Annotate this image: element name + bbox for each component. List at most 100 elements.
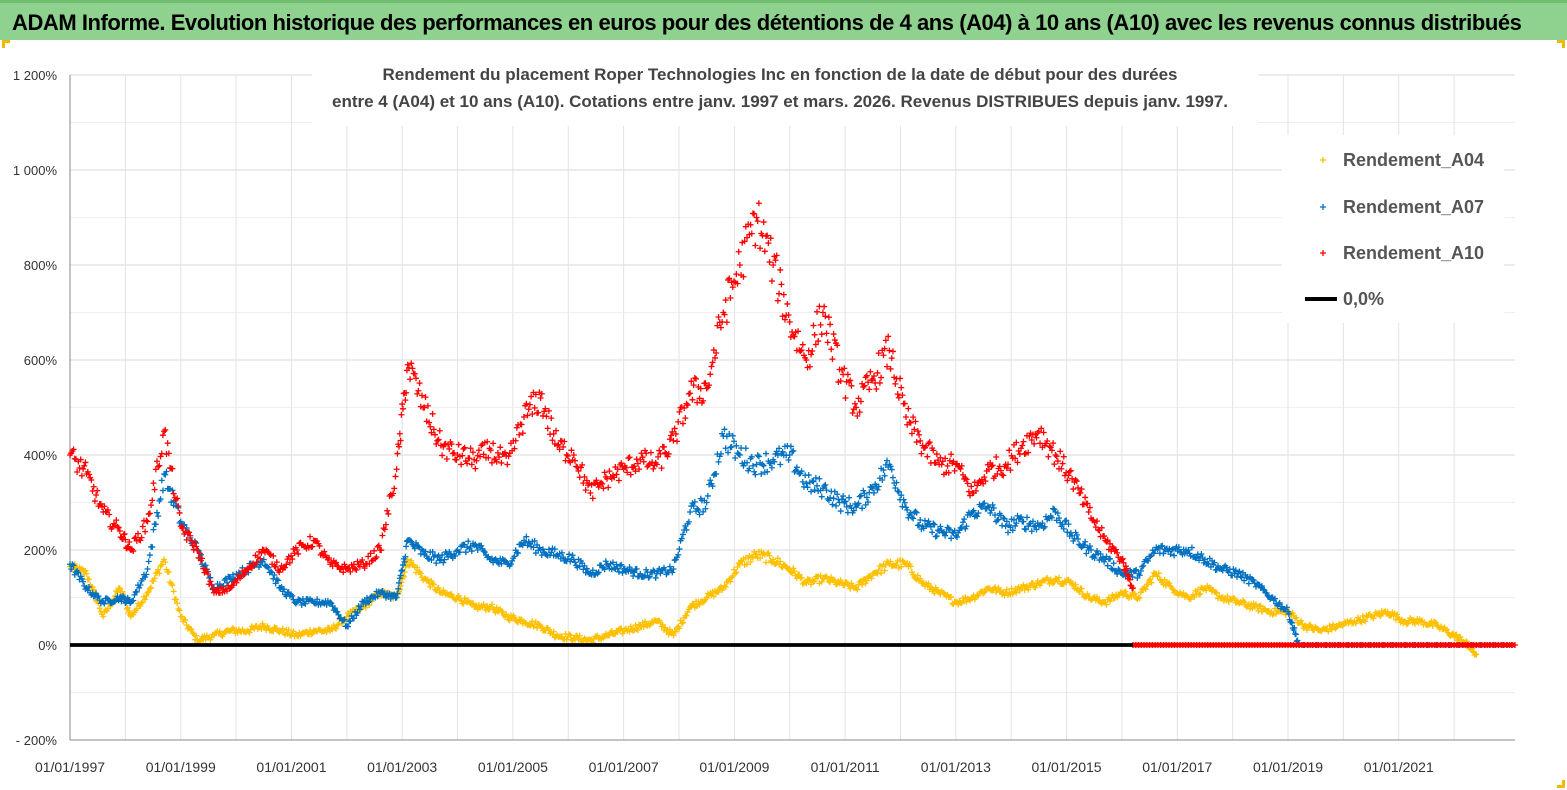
- data-point: [1078, 585, 1085, 592]
- data-point: [1094, 593, 1100, 600]
- data-point: [894, 391, 901, 398]
- data-point: [707, 371, 714, 378]
- data-point: [916, 431, 923, 438]
- data-point: [569, 552, 576, 559]
- data-point: [295, 550, 302, 557]
- y-tick-label: 1 200%: [13, 68, 58, 83]
- data-point: [676, 625, 683, 632]
- data-point: [100, 613, 107, 620]
- data-point: [732, 570, 739, 577]
- data-point: [897, 375, 904, 382]
- data-point: [1376, 611, 1383, 618]
- data-point: [91, 498, 98, 505]
- data-point: [1224, 593, 1231, 600]
- data-point: [925, 580, 932, 587]
- data-point: [868, 575, 875, 582]
- data-point: [1110, 560, 1117, 567]
- data-point: [1120, 592, 1127, 599]
- y-tick-label: 200%: [24, 543, 58, 558]
- data-point: [1212, 589, 1219, 596]
- data-point: [550, 628, 557, 635]
- data-point: [760, 462, 767, 469]
- data-point: [600, 485, 607, 492]
- legend-label: Rendement_A07: [1343, 197, 1484, 217]
- data-point: [455, 592, 462, 599]
- data-point: [961, 516, 968, 523]
- data-point: [146, 585, 153, 592]
- data-point: [1154, 573, 1161, 580]
- data-point: [690, 601, 697, 608]
- data-point: [684, 608, 691, 615]
- data-point: [763, 450, 770, 457]
- data-point: [866, 386, 873, 393]
- data-point: [576, 632, 583, 639]
- data-point: [1051, 461, 1058, 468]
- data-point: [439, 452, 446, 459]
- data-point: [145, 588, 152, 595]
- y-tick-label: 800%: [24, 258, 58, 273]
- data-point: [154, 509, 161, 516]
- data-point: [1053, 453, 1060, 460]
- data-point: [504, 461, 511, 468]
- data-point: [689, 396, 696, 403]
- data-point: [461, 444, 468, 451]
- data-point: [1006, 590, 1013, 597]
- series-Rendement_A04: [67, 548, 1480, 658]
- data-point: [1070, 486, 1077, 493]
- data-point: [161, 428, 168, 435]
- data-point: [526, 401, 533, 408]
- data-point: [1197, 590, 1204, 597]
- data-point: [605, 484, 612, 491]
- data-point: [656, 447, 663, 454]
- data-point: [1241, 598, 1248, 605]
- data-point: [811, 331, 818, 338]
- data-point: [687, 509, 694, 515]
- data-point: [1131, 567, 1138, 574]
- data-point: [810, 322, 817, 329]
- data-point: [672, 628, 679, 635]
- data-point: [273, 625, 280, 632]
- data-point: [892, 380, 899, 387]
- x-tick-label: 01/01/2005: [478, 759, 548, 775]
- data-point: [849, 410, 856, 417]
- data-point: [409, 365, 416, 372]
- data-point: [707, 477, 714, 484]
- data-point: [174, 600, 181, 607]
- data-point: [333, 625, 340, 632]
- x-tick-label: 01/01/1997: [35, 759, 105, 775]
- data-point: [723, 319, 730, 326]
- data-point: [999, 471, 1006, 478]
- data-point: [1293, 614, 1300, 621]
- x-tick-label: 01/01/2015: [1032, 759, 1102, 775]
- data-point: [948, 593, 955, 600]
- data-point: [394, 450, 401, 457]
- data-point: [411, 370, 418, 377]
- data-point: [170, 490, 177, 497]
- data-point: [430, 581, 437, 588]
- data-point: [780, 291, 787, 298]
- data-point: [825, 314, 832, 321]
- data-point: [837, 508, 844, 515]
- data-point: [821, 303, 828, 310]
- data-point: [964, 480, 971, 487]
- x-tick-label: 01/01/2009: [699, 759, 769, 775]
- data-point: [407, 376, 414, 383]
- data-point: [1024, 514, 1031, 521]
- data-point: [870, 489, 877, 496]
- data-point: [727, 578, 734, 585]
- data-point: [1021, 450, 1028, 457]
- data-point: [881, 567, 888, 574]
- data-point: [637, 623, 644, 629]
- data-point: [1025, 586, 1032, 593]
- data-point: [484, 602, 491, 609]
- data-point: [867, 368, 874, 375]
- data-point: [1169, 586, 1176, 593]
- data-point: [1370, 615, 1377, 622]
- data-point: [722, 583, 729, 590]
- data-point: [823, 330, 830, 337]
- data-point: [917, 575, 924, 582]
- data-point: [787, 569, 794, 576]
- data-point: [803, 580, 810, 587]
- data-point: [1066, 468, 1073, 475]
- data-point: [733, 569, 740, 576]
